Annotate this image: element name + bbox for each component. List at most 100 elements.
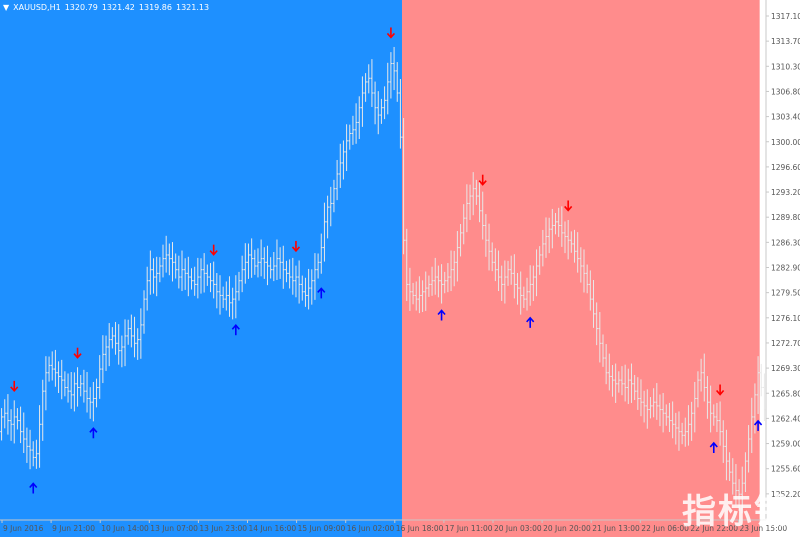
time-tick-label: 13 Jun 07:00 (150, 524, 198, 533)
ohlc-bar (579, 247, 583, 283)
ohlc-bar (228, 276, 231, 317)
ohlc-bar (3, 399, 7, 429)
signal-arrow-up (231, 324, 240, 336)
ohlc-bar (123, 319, 127, 367)
ohlc-bar (291, 257, 295, 295)
ohlc-bar (509, 255, 513, 285)
ohlc-bar (560, 206, 564, 247)
ohlc-bar (487, 223, 491, 271)
ohlc-bar (563, 221, 567, 254)
ohlc-bar (120, 335, 124, 368)
arrow-head (317, 287, 326, 293)
ohlc-bar (167, 243, 171, 276)
ohlc-bar (588, 270, 592, 311)
ohlc-bar (462, 204, 466, 245)
ohlc-bar (63, 371, 67, 397)
ohlc-bar (269, 257, 273, 279)
price-tick-label: 1303.40 (771, 113, 800, 122)
ohlc-bar (452, 250, 456, 287)
ohlc-bar (380, 98, 383, 124)
ohlc-bar (573, 229, 576, 263)
ohlc-bar (370, 59, 374, 107)
ohlc-bar (174, 253, 178, 279)
symbol-label: XAUUSD,H1 (13, 3, 61, 12)
ohlc-bar (224, 281, 228, 311)
ohlc-bar (60, 359, 64, 400)
ohlc-bar (522, 286, 526, 308)
ohlc-bar (474, 179, 478, 205)
ohlc-bar (237, 271, 241, 301)
ohlc-bar (152, 258, 155, 294)
ohlc-bar (484, 214, 488, 257)
ohlc-bar (319, 233, 323, 274)
ohlc-bar (209, 263, 212, 293)
ohlc-bar (0, 408, 3, 441)
ohlc-bar (617, 371, 621, 393)
ohlc-bar (500, 265, 504, 301)
ohlc-bar (677, 411, 681, 451)
ohlc-bar (427, 275, 431, 297)
ohlc-bar (110, 327, 114, 349)
price-tick-label: 1306.80 (771, 87, 800, 96)
ohlc-bar (680, 422, 684, 445)
price-tick-label: 1310.30 (771, 62, 800, 71)
time-axis: 9 Jun 2016 9 Jun 21:00 10 Jun 14:00 13 Jun … (1, 520, 787, 533)
price-tick-label: 1317.10 (771, 12, 800, 21)
ohlc-bar (490, 242, 494, 272)
ohlc-bar (28, 429, 32, 470)
ohlc-bar (493, 248, 497, 282)
ohlc-bar (53, 349, 57, 387)
ohlc-bar (221, 286, 225, 308)
ohlc-bar (547, 217, 551, 254)
ohlc-bar (202, 253, 206, 293)
ohlc-bar (357, 96, 361, 139)
ohlc-bar (706, 376, 709, 419)
ohlc-bar (383, 86, 386, 120)
ohlc-bar (465, 184, 469, 233)
ohlc-bar (655, 383, 659, 420)
ohlc-bar (623, 364, 627, 402)
ohlc-bar (421, 280, 424, 313)
ohlc-bar (139, 308, 143, 359)
arrow-head (386, 32, 396, 39)
ohlc-bar (316, 253, 320, 279)
ohlc-bar (756, 356, 760, 414)
signal-arrow-down (209, 244, 218, 256)
ohlc-bar (329, 186, 333, 227)
ohlc-bar (443, 271, 447, 294)
ohlc-bar (449, 250, 453, 292)
ohlc-bar (376, 91, 380, 135)
ohlc-bar (82, 369, 86, 403)
ohlc-bar (392, 46, 396, 91)
ohlc-bar (361, 76, 364, 127)
ohlc-bar (364, 73, 367, 102)
signal-arrow-up (29, 482, 38, 494)
ohlc-bar (411, 282, 415, 305)
price-axis: 1317.10 1313.70 1310.30 1306.80 1303.40 1300.… (766, 12, 800, 499)
ohlc-bar (645, 389, 649, 429)
ohlc-bar (664, 404, 668, 426)
ohlc-bar (712, 404, 716, 426)
ohlc-bar (718, 401, 722, 446)
ohlc-bar (690, 401, 694, 441)
time-tick-label: 21 Jun 13:00 (592, 524, 640, 533)
ohlc-bar (16, 408, 19, 430)
ohlc-bar (658, 394, 662, 427)
ohlc-bar (750, 397, 754, 454)
ohlc-bar (626, 368, 630, 405)
ohlc-bar (91, 381, 95, 422)
ohlc-bar (183, 258, 187, 290)
ohlc-bar (728, 452, 731, 481)
ohlc-bar (550, 208, 554, 249)
ohlc-bar (506, 260, 510, 286)
chart-menu-icon[interactable]: ▼ (3, 3, 10, 12)
ohlc-bar (601, 334, 605, 367)
ohlc-bar (418, 276, 421, 314)
ohlc-bar (389, 52, 393, 99)
ohlc-bar (478, 182, 481, 223)
ohlc-bar (297, 260, 301, 304)
ohlc-bar (661, 393, 665, 433)
ohlc-bar (519, 271, 523, 315)
